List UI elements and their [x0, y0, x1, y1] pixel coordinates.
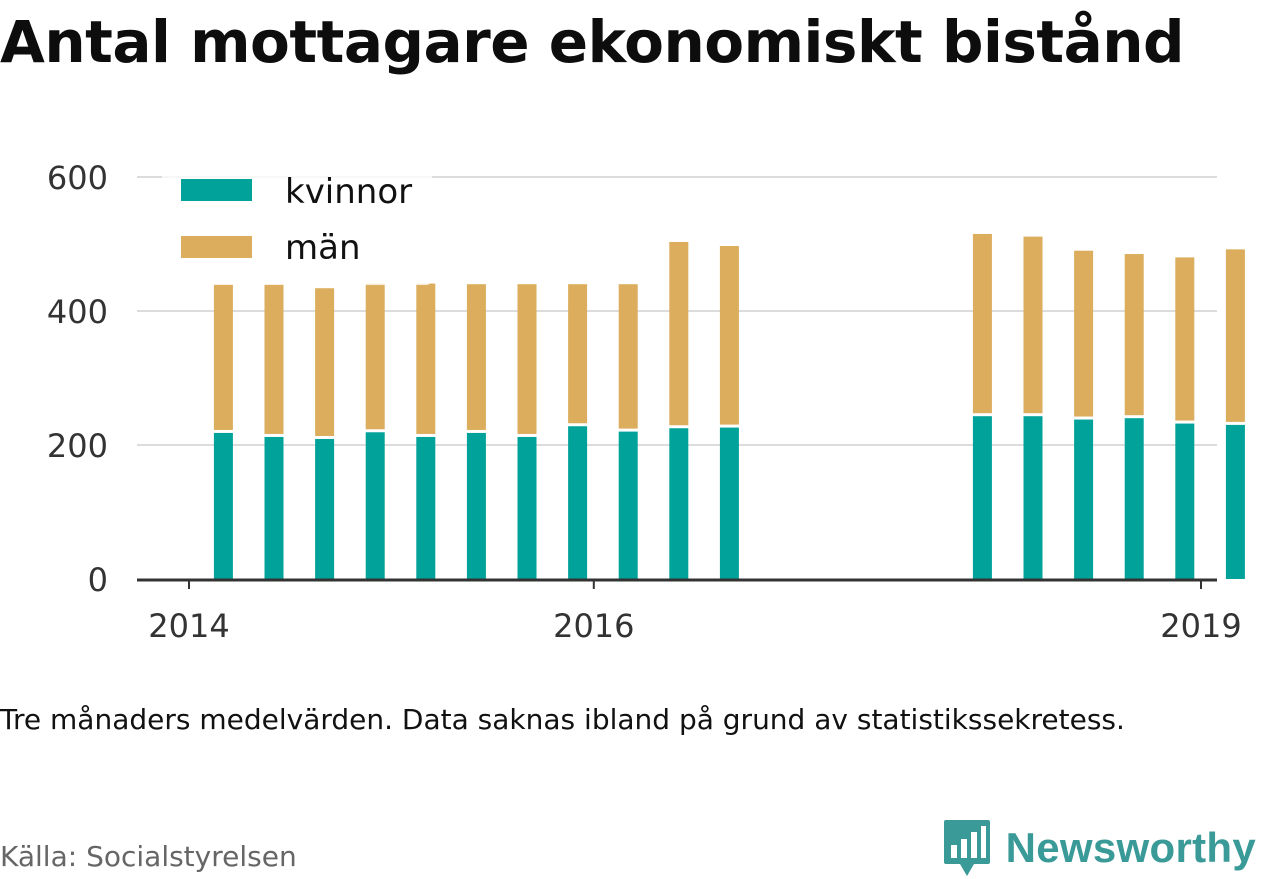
bar-man	[517, 284, 537, 434]
y-tick-label: 600	[47, 159, 108, 197]
bar-chart-bubble-icon	[943, 820, 990, 876]
bar-kvinnor	[1074, 419, 1094, 579]
bar-kvinnor	[1023, 416, 1043, 579]
bar-man	[416, 283, 436, 434]
bar-man	[1023, 236, 1043, 414]
bar-kvinnor	[416, 436, 436, 579]
source-credit: Källa: Socialstyrelsen	[0, 840, 297, 873]
bar-man	[264, 284, 284, 434]
bar-man	[365, 283, 385, 430]
bars	[213, 233, 1245, 579]
brand-name: Newsworthy	[1005, 824, 1256, 871]
bar-kvinnor	[213, 432, 233, 579]
bar-man	[466, 284, 486, 430]
legend-label-man: män	[285, 228, 361, 268]
y-tick-label: 400	[47, 293, 108, 331]
bar-kvinnor	[315, 438, 335, 579]
axes: 20142016201920212023	[137, 578, 1242, 645]
x-tick-label: 2016	[553, 607, 634, 645]
bar-man	[1225, 249, 1245, 422]
bar-kvinnor	[365, 432, 385, 579]
bar-man	[315, 288, 335, 436]
bar-kvinnor	[517, 436, 537, 579]
brand-logo[interactable]: Newsworthy	[942, 818, 1256, 878]
bar-man	[213, 284, 233, 430]
bar-kvinnor	[1225, 424, 1245, 579]
bar-kvinnor	[568, 426, 588, 579]
bar-kvinnor	[719, 427, 739, 579]
bar-man	[1074, 250, 1094, 417]
bar-kvinnor	[618, 431, 638, 579]
legend: kvinnor män	[162, 160, 432, 285]
bar-man	[972, 233, 992, 414]
bar-man	[669, 241, 689, 426]
x-tick-label: 2019	[1160, 607, 1241, 645]
bar-man	[568, 284, 588, 424]
legend-label-kvinnor: kvinnor	[285, 172, 412, 212]
bar-man	[719, 246, 739, 425]
legend-swatch-kvinnor	[181, 179, 252, 201]
bar-man	[618, 284, 638, 429]
bar-kvinnor	[1124, 418, 1144, 579]
x-tick-label: 2014	[148, 607, 229, 645]
legend-swatch-man	[181, 236, 252, 258]
y-tick-label: 200	[47, 427, 108, 465]
bar-kvinnor	[466, 432, 486, 579]
bar-man	[1124, 254, 1144, 416]
chart-note: Tre månaders medelvärden. Data saknas ib…	[0, 703, 1125, 736]
bar-kvinnor	[1175, 423, 1195, 579]
bar-kvinnor	[264, 436, 284, 579]
bar-man	[1175, 257, 1195, 421]
bar-kvinnor	[669, 428, 689, 579]
y-tick-label: 0	[88, 561, 108, 599]
chart-title: Antal mottagare ekonomiskt bistånd	[0, 8, 1185, 76]
bar-kvinnor	[972, 416, 992, 579]
